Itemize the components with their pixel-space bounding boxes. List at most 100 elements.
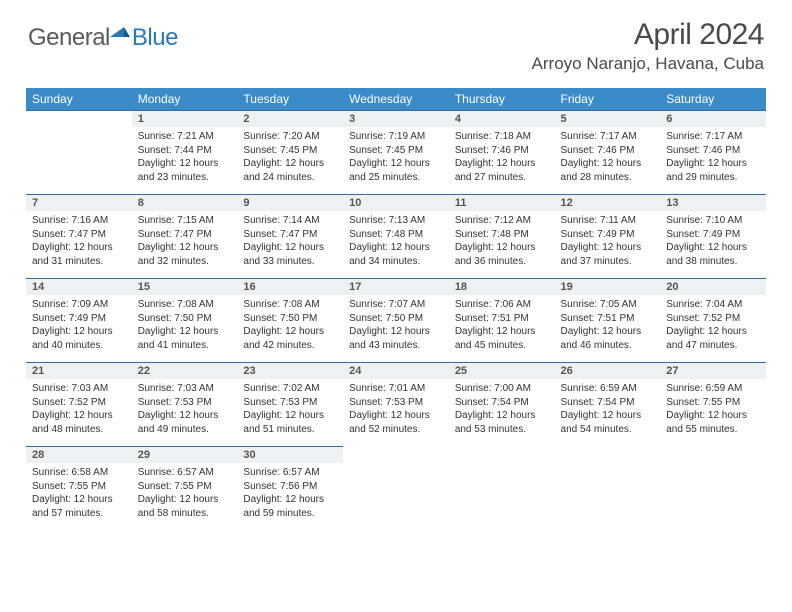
calendar-week-row: 28Sunrise: 6:58 AMSunset: 7:55 PMDayligh… [26,446,766,530]
calendar-day-cell: 30Sunrise: 6:57 AMSunset: 7:56 PMDayligh… [237,446,343,530]
day-number: 24 [343,362,449,379]
calendar-day-cell: 16Sunrise: 7:08 AMSunset: 7:50 PMDayligh… [237,278,343,362]
day-number: 27 [660,362,766,379]
weekday-header-row: SundayMondayTuesdayWednesdayThursdayFrid… [26,88,766,110]
empty-day-strip [26,110,132,126]
day-number: 15 [132,278,238,295]
logo-text-blue: Blue [132,24,178,52]
day-number: 12 [555,194,661,211]
day-number: 20 [660,278,766,295]
day-number: 10 [343,194,449,211]
day-details: Sunrise: 7:17 AMSunset: 7:46 PMDaylight:… [660,127,766,188]
calendar-day-cell: 12Sunrise: 7:11 AMSunset: 7:49 PMDayligh… [555,194,661,278]
day-details: Sunrise: 6:57 AMSunset: 7:55 PMDaylight:… [132,463,238,524]
day-number: 7 [26,194,132,211]
weekday-header: Saturday [660,88,766,110]
day-number: 17 [343,278,449,295]
logo: General Blue [28,24,178,52]
calendar-day-cell: 9Sunrise: 7:14 AMSunset: 7:47 PMDaylight… [237,194,343,278]
day-details: Sunrise: 7:03 AMSunset: 7:53 PMDaylight:… [132,379,238,440]
day-details: Sunrise: 7:12 AMSunset: 7:48 PMDaylight:… [449,211,555,272]
calendar-day-cell: 18Sunrise: 7:06 AMSunset: 7:51 PMDayligh… [449,278,555,362]
day-number: 2 [237,110,343,127]
calendar-day-cell: 22Sunrise: 7:03 AMSunset: 7:53 PMDayligh… [132,362,238,446]
day-number: 28 [26,446,132,463]
logo-mark-icon [110,23,130,39]
calendar-day-cell: 23Sunrise: 7:02 AMSunset: 7:53 PMDayligh… [237,362,343,446]
day-number: 25 [449,362,555,379]
day-details: Sunrise: 7:10 AMSunset: 7:49 PMDaylight:… [660,211,766,272]
weekday-header: Friday [555,88,661,110]
weekday-header: Monday [132,88,238,110]
calendar-day-cell: 28Sunrise: 6:58 AMSunset: 7:55 PMDayligh… [26,446,132,530]
day-details: Sunrise: 7:04 AMSunset: 7:52 PMDaylight:… [660,295,766,356]
calendar-week-row: 14Sunrise: 7:09 AMSunset: 7:49 PMDayligh… [26,278,766,362]
calendar-day-cell: 26Sunrise: 6:59 AMSunset: 7:54 PMDayligh… [555,362,661,446]
day-number: 23 [237,362,343,379]
day-number: 14 [26,278,132,295]
day-number: 26 [555,362,661,379]
day-number: 1 [132,110,238,127]
day-details: Sunrise: 7:03 AMSunset: 7:52 PMDaylight:… [26,379,132,440]
calendar-day-cell: 8Sunrise: 7:15 AMSunset: 7:47 PMDaylight… [132,194,238,278]
calendar-day-cell: 19Sunrise: 7:05 AMSunset: 7:51 PMDayligh… [555,278,661,362]
calendar-day-cell: 17Sunrise: 7:07 AMSunset: 7:50 PMDayligh… [343,278,449,362]
logo-text-general: General [28,24,110,52]
calendar-empty-cell [555,446,661,530]
calendar-day-cell: 6Sunrise: 7:17 AMSunset: 7:46 PMDaylight… [660,110,766,194]
header: General Blue April 2024 Arroyo Naranjo, … [0,0,792,80]
calendar-day-cell: 14Sunrise: 7:09 AMSunset: 7:49 PMDayligh… [26,278,132,362]
calendar-week-row: 21Sunrise: 7:03 AMSunset: 7:52 PMDayligh… [26,362,766,446]
day-number: 18 [449,278,555,295]
calendar-week-row: 7Sunrise: 7:16 AMSunset: 7:47 PMDaylight… [26,194,766,278]
calendar-empty-cell [26,110,132,194]
calendar-day-cell: 1Sunrise: 7:21 AMSunset: 7:44 PMDaylight… [132,110,238,194]
day-details: Sunrise: 7:15 AMSunset: 7:47 PMDaylight:… [132,211,238,272]
calendar-day-cell: 20Sunrise: 7:04 AMSunset: 7:52 PMDayligh… [660,278,766,362]
calendar-day-cell: 7Sunrise: 7:16 AMSunset: 7:47 PMDaylight… [26,194,132,278]
calendar-empty-cell [449,446,555,530]
day-details: Sunrise: 7:08 AMSunset: 7:50 PMDaylight:… [237,295,343,356]
day-details: Sunrise: 7:19 AMSunset: 7:45 PMDaylight:… [343,127,449,188]
day-details: Sunrise: 7:11 AMSunset: 7:49 PMDaylight:… [555,211,661,272]
day-number: 13 [660,194,766,211]
day-number: 22 [132,362,238,379]
calendar-day-cell: 5Sunrise: 7:17 AMSunset: 7:46 PMDaylight… [555,110,661,194]
day-number: 16 [237,278,343,295]
weekday-header: Tuesday [237,88,343,110]
calendar-day-cell: 13Sunrise: 7:10 AMSunset: 7:49 PMDayligh… [660,194,766,278]
day-details: Sunrise: 6:58 AMSunset: 7:55 PMDaylight:… [26,463,132,524]
calendar-empty-cell [343,446,449,530]
day-details: Sunrise: 7:17 AMSunset: 7:46 PMDaylight:… [555,127,661,188]
calendar-day-cell: 11Sunrise: 7:12 AMSunset: 7:48 PMDayligh… [449,194,555,278]
calendar-empty-cell [660,446,766,530]
day-number: 5 [555,110,661,127]
day-number: 6 [660,110,766,127]
day-details: Sunrise: 7:02 AMSunset: 7:53 PMDaylight:… [237,379,343,440]
day-number: 19 [555,278,661,295]
calendar-day-cell: 25Sunrise: 7:00 AMSunset: 7:54 PMDayligh… [449,362,555,446]
day-details: Sunrise: 7:07 AMSunset: 7:50 PMDaylight:… [343,295,449,356]
day-details: Sunrise: 7:05 AMSunset: 7:51 PMDaylight:… [555,295,661,356]
day-details: Sunrise: 7:21 AMSunset: 7:44 PMDaylight:… [132,127,238,188]
calendar-body: 1Sunrise: 7:21 AMSunset: 7:44 PMDaylight… [26,110,766,530]
weekday-header: Thursday [449,88,555,110]
calendar-week-row: 1Sunrise: 7:21 AMSunset: 7:44 PMDaylight… [26,110,766,194]
calendar-day-cell: 15Sunrise: 7:08 AMSunset: 7:50 PMDayligh… [132,278,238,362]
day-details: Sunrise: 7:20 AMSunset: 7:45 PMDaylight:… [237,127,343,188]
day-details: Sunrise: 6:59 AMSunset: 7:54 PMDaylight:… [555,379,661,440]
calendar-day-cell: 3Sunrise: 7:19 AMSunset: 7:45 PMDaylight… [343,110,449,194]
day-details: Sunrise: 7:06 AMSunset: 7:51 PMDaylight:… [449,295,555,356]
day-number: 30 [237,446,343,463]
day-details: Sunrise: 6:57 AMSunset: 7:56 PMDaylight:… [237,463,343,524]
calendar-day-cell: 21Sunrise: 7:03 AMSunset: 7:52 PMDayligh… [26,362,132,446]
weekday-header: Sunday [26,88,132,110]
day-details: Sunrise: 6:59 AMSunset: 7:55 PMDaylight:… [660,379,766,440]
calendar-day-cell: 4Sunrise: 7:18 AMSunset: 7:46 PMDaylight… [449,110,555,194]
day-details: Sunrise: 7:18 AMSunset: 7:46 PMDaylight:… [449,127,555,188]
calendar-day-cell: 2Sunrise: 7:20 AMSunset: 7:45 PMDaylight… [237,110,343,194]
day-number: 29 [132,446,238,463]
day-number: 21 [26,362,132,379]
weekday-header: Wednesday [343,88,449,110]
calendar-day-cell: 27Sunrise: 6:59 AMSunset: 7:55 PMDayligh… [660,362,766,446]
